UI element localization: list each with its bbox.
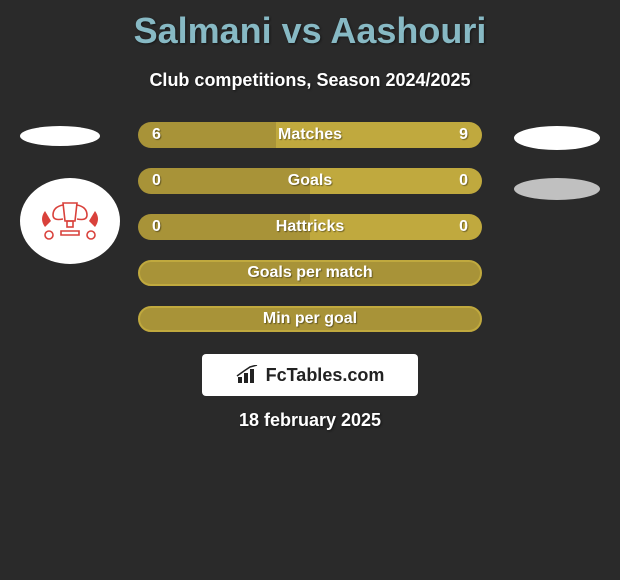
left-team-crest: [20, 178, 120, 264]
left-badge-top: [20, 126, 100, 146]
stat-value-left: 6: [152, 126, 161, 144]
trophy-crest-icon: [35, 191, 105, 251]
brand-box: FcTables.com: [202, 354, 418, 396]
stat-bar-left: [138, 168, 310, 194]
stat-label: Min per goal: [263, 310, 357, 328]
stats-container: 6 9 Matches 0 0 Goals 0 0 Hattricks Goals per mat…: [138, 122, 482, 352]
stat-value-left: 0: [152, 172, 161, 190]
stat-row: Min per goal: [138, 306, 482, 332]
stat-row: 6 9 Matches: [138, 122, 482, 148]
subtitle: Club competitions, Season 2024/2025: [0, 70, 620, 91]
stat-label: Matches: [278, 126, 342, 144]
date-text: 18 february 2025: [239, 410, 381, 431]
stat-value-left: 0: [152, 218, 161, 236]
stat-value-right: 0: [459, 218, 468, 236]
brand-text: FcTables.com: [266, 365, 385, 386]
stat-bar-right: [310, 168, 482, 194]
stat-value-right: 9: [459, 126, 468, 144]
right-badge-bottom: [514, 178, 600, 200]
page-title: Salmani vs Aashouri: [0, 0, 620, 52]
stat-row: 0 0 Goals: [138, 168, 482, 194]
stat-label: Goals per match: [247, 264, 372, 282]
stat-row: Goals per match: [138, 260, 482, 286]
right-badge-top: [514, 126, 600, 150]
stat-label: Goals: [288, 172, 332, 190]
stat-value-right: 0: [459, 172, 468, 190]
stat-label: Hattricks: [276, 218, 344, 236]
chart-icon: [236, 365, 260, 385]
stat-row: 0 0 Hattricks: [138, 214, 482, 240]
